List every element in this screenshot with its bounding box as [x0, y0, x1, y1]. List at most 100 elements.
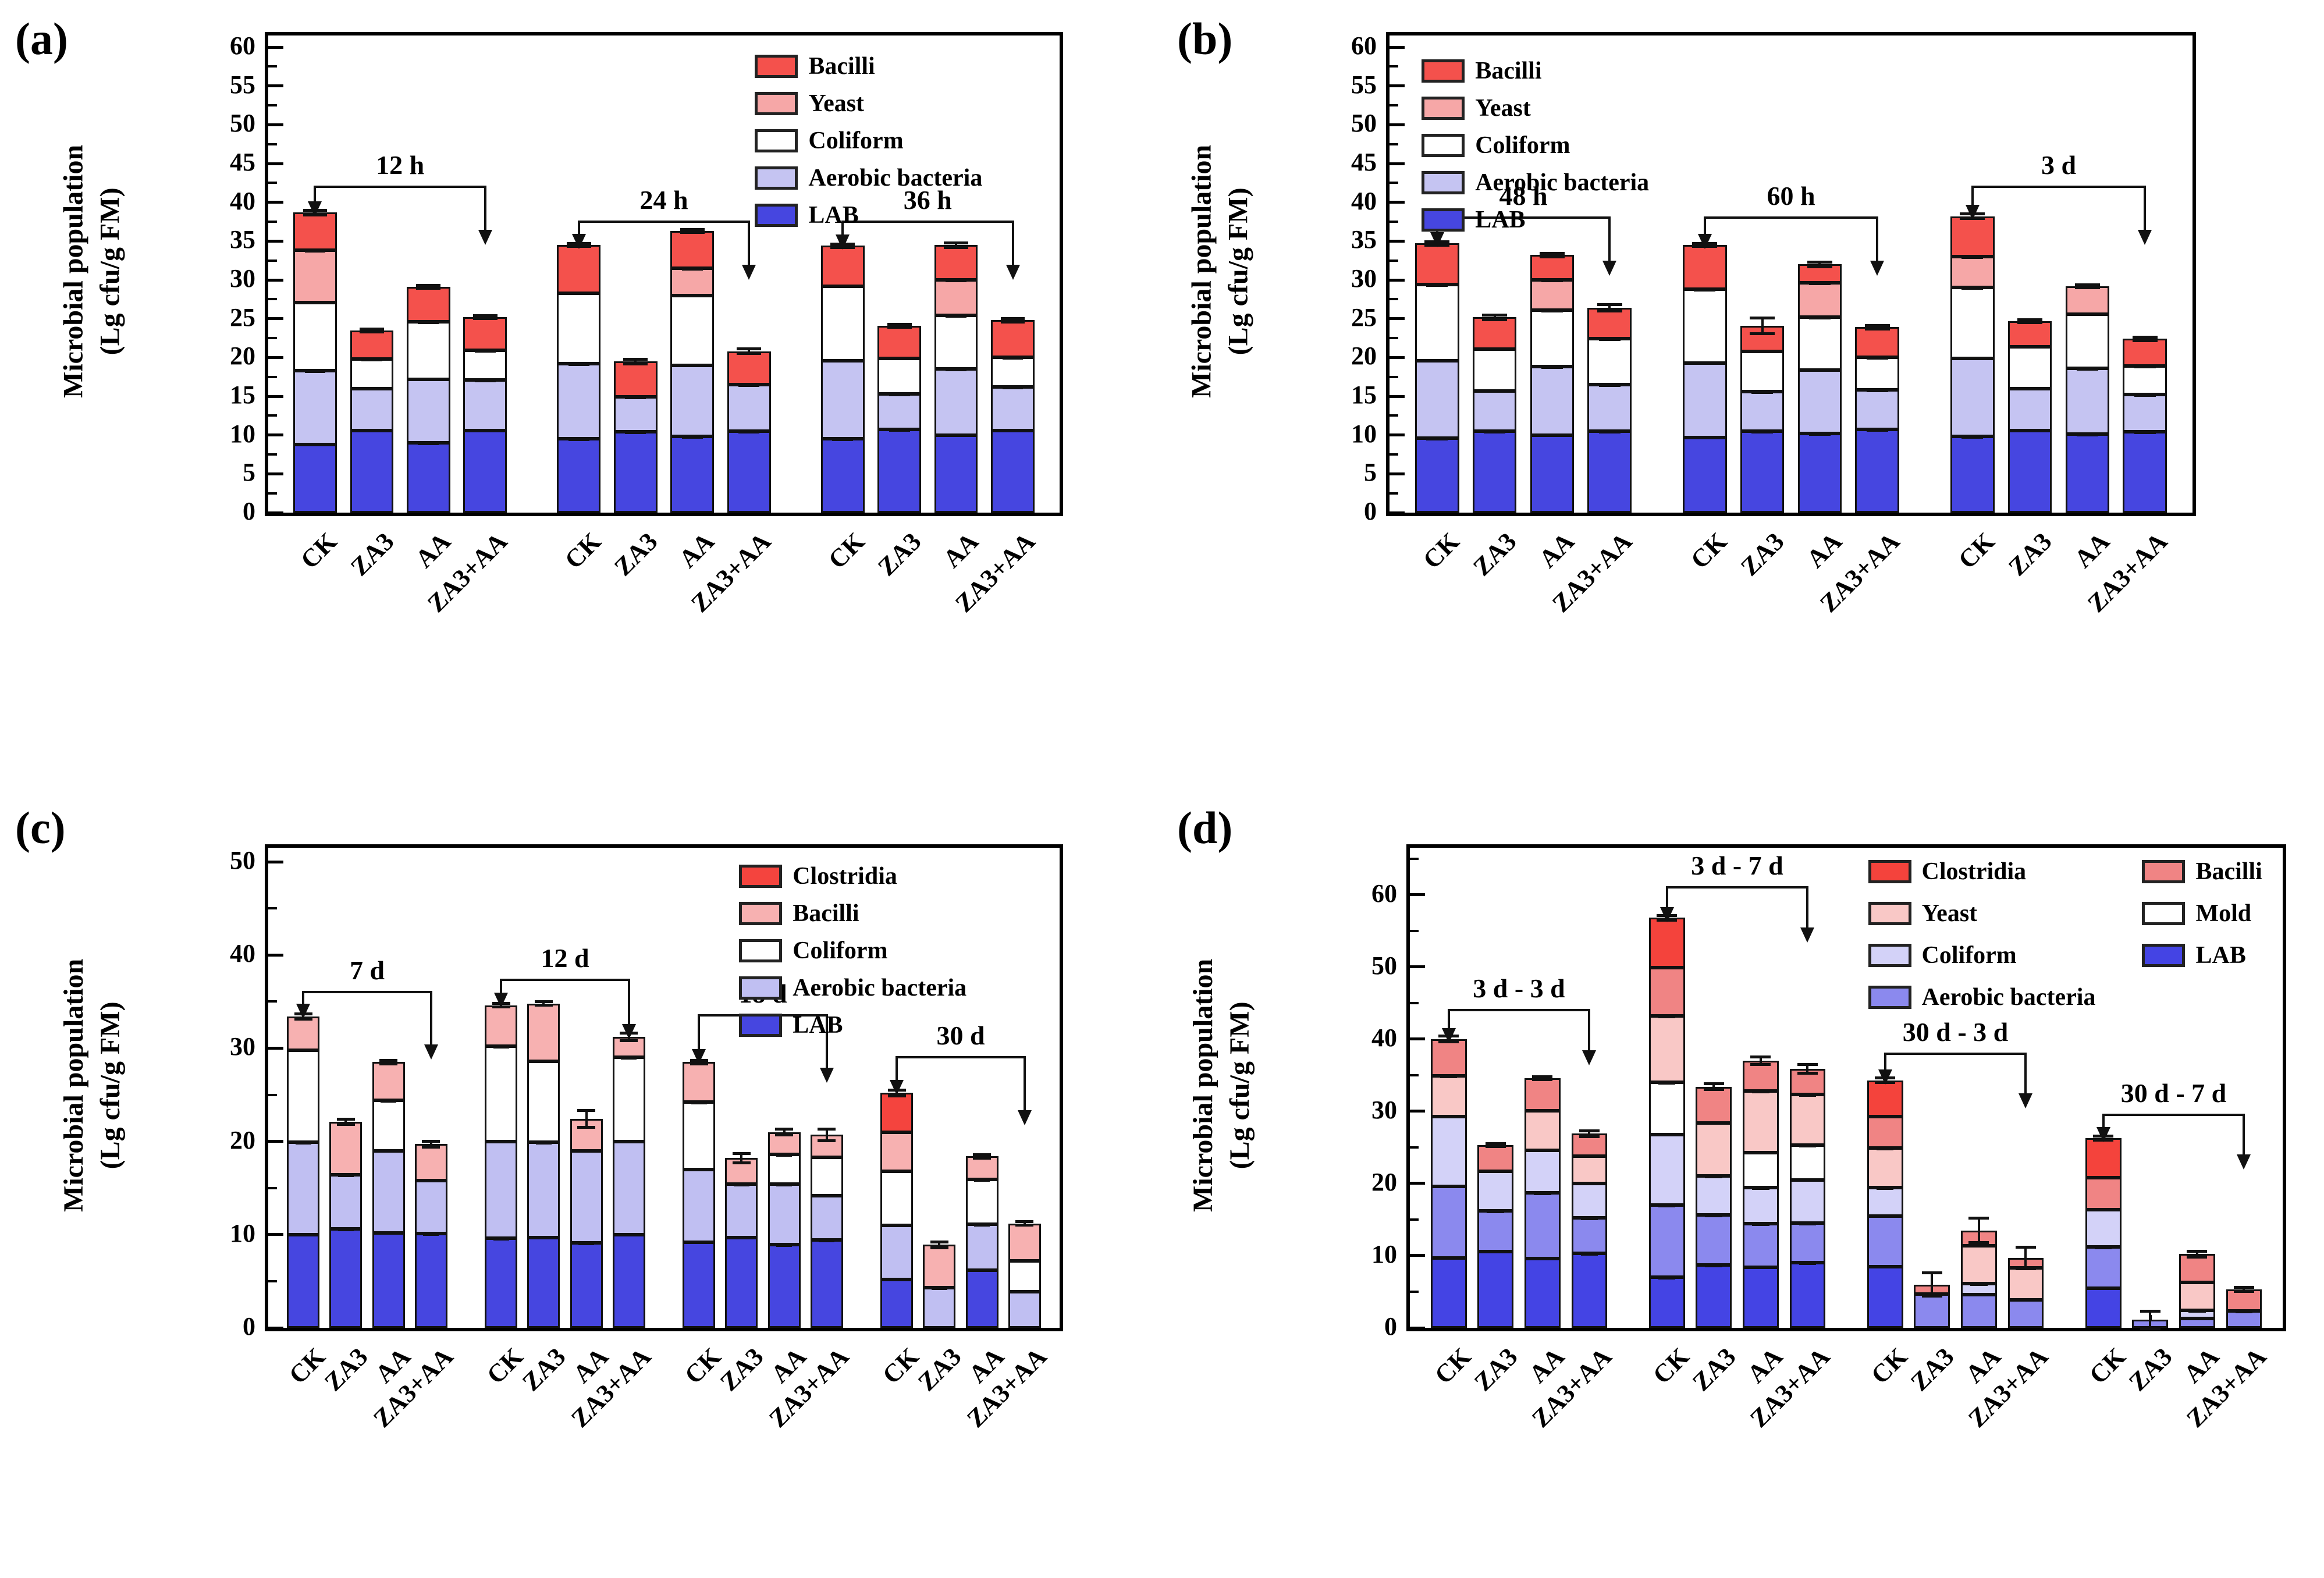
error-bar-cap — [2016, 1245, 2036, 1249]
bar-7d-ZA3+AA — [414, 1140, 447, 1328]
segment-boundary-mark — [1751, 429, 1773, 433]
segment-coliform — [1789, 1179, 1826, 1224]
segment-aerobic-bacteria — [329, 1175, 363, 1229]
segment-lab — [1472, 431, 1517, 513]
error-bar-line — [1608, 304, 1611, 311]
bar-3d-3d-ZA3+AA — [1571, 1129, 1608, 1328]
error-bar-cap — [2140, 1327, 2160, 1330]
error-bar-cap — [1015, 1224, 1034, 1227]
y-tick-label: 50 — [1371, 951, 1397, 980]
segment-boundary-mark — [423, 1178, 439, 1183]
segment-bacilli — [1587, 308, 1632, 339]
error-bar-cap — [1482, 318, 1507, 321]
time-bracket-arrow-line — [825, 1014, 828, 1071]
y-minor-tick — [268, 143, 277, 145]
segment-coliform — [463, 350, 507, 380]
segment-aerobic-bacteria — [527, 1142, 560, 1238]
bar-24h-CK — [557, 241, 601, 513]
y-tick-label: 20 — [1351, 342, 1377, 371]
segment-coliform — [810, 1157, 843, 1196]
segment-boundary-mark — [474, 378, 496, 382]
segment-yeast — [2007, 1268, 2044, 1300]
segment-aerobic-bacteria — [485, 1141, 518, 1239]
segment-bacilli — [1696, 1086, 1732, 1123]
error-bar-line — [1551, 253, 1554, 257]
x-tick-label: AA — [937, 527, 984, 574]
segment-aerobic-bacteria — [293, 371, 337, 445]
segment-boundary-mark — [1002, 355, 1024, 360]
segment-boundary-mark — [691, 1167, 707, 1172]
error-bar-cap — [1597, 309, 1622, 312]
arrow-down-icon — [2138, 230, 2152, 245]
segment-boundary-mark — [733, 1182, 749, 1186]
legend-item-clostridia: Clostridia — [739, 862, 966, 890]
y-minor-tick — [1390, 104, 1398, 106]
segment-lab — [1797, 433, 1842, 513]
time-bracket-arrow-line — [2243, 1114, 2245, 1157]
legend-label: Yeast — [1475, 94, 1531, 122]
segment-boundary-mark — [1876, 1146, 1894, 1150]
legend: Bacilli Yeast Coliform Aerobic bacteria LAB — [1422, 57, 1649, 234]
segment-aerobic-bacteria — [2226, 1311, 2262, 1328]
legend-swatch-coliform — [1422, 133, 1465, 157]
segment-aerobic-bacteria — [612, 1141, 645, 1235]
segment-boundary-mark — [1751, 1185, 1769, 1190]
legend-label: Aerobic bacteria — [1921, 983, 2096, 1011]
segment-boundary-mark — [681, 266, 703, 271]
segment-boundary-mark — [1487, 1169, 1505, 1174]
time-bracket-label: 30 d - 7 d — [2120, 1078, 2227, 1108]
segment-lab — [767, 1245, 801, 1328]
time-bracket-label: 12 d — [541, 943, 589, 973]
segment-boundary-mark — [304, 300, 326, 305]
y-minor-tick — [1390, 298, 1398, 301]
legend-item-lab: LAB — [739, 1011, 966, 1039]
segment-boundary-mark — [691, 1100, 707, 1104]
bar-30d-7d-CK — [2085, 1134, 2122, 1328]
error-bar-cap — [1968, 1241, 1989, 1245]
segment-lab — [1950, 436, 1995, 513]
legend-swatch-clostridia — [1868, 859, 1911, 883]
legend-label: Aerobic bacteria — [793, 974, 967, 1001]
y-axis-title-line1: Microbial population — [1187, 958, 1218, 1212]
arrow-down-icon — [1878, 1069, 1892, 1085]
error-bar-cap — [1532, 1075, 1553, 1078]
segment-lab — [557, 439, 601, 513]
y-tick-label: 55 — [230, 70, 255, 99]
error-bar-line — [980, 1154, 983, 1158]
segment-bacilli — [670, 231, 715, 268]
segment-bacilli — [350, 330, 394, 359]
error-bar-cap — [944, 241, 968, 244]
y-major-tick — [1410, 1037, 1425, 1041]
segment-boundary-mark — [337, 1172, 354, 1177]
segment-aerobic-bacteria — [1950, 358, 1995, 437]
segment-boundary-mark — [1487, 1249, 1505, 1253]
x-tick-label: CK — [1865, 1342, 1913, 1390]
legend: Clostridia Bacilli Yeast Mold Coliform LAB Aer… — [1868, 858, 2262, 1011]
segment-yeast — [1648, 1016, 1685, 1083]
legend-swatch-yeast — [1868, 901, 1911, 925]
legend-item-lab: LAB — [2142, 941, 2262, 969]
bar-48h-ZA3+AA — [1587, 303, 1632, 513]
time-bracket-arrow-line — [627, 979, 630, 1027]
segment-boundary-mark — [2188, 1316, 2206, 1321]
error-bar-cap — [416, 283, 441, 287]
segment-boundary-mark — [1970, 1281, 1988, 1286]
segment-aerobic-bacteria — [670, 365, 715, 437]
segment-boundary-mark — [568, 291, 589, 296]
time-bracket-arrow-line — [1023, 1056, 1026, 1113]
segment-boundary-mark — [974, 1222, 990, 1227]
bar-12h-ZA3+AA — [463, 314, 507, 513]
time-bracket — [2103, 1114, 2244, 1117]
bar-12d-CK — [485, 1002, 518, 1328]
error-bar-cap — [1579, 1135, 1600, 1138]
segment-aerobic-bacteria — [407, 379, 450, 443]
y-minor-tick — [1390, 182, 1398, 184]
error-bar-cap — [1968, 1216, 1989, 1220]
bar-48h-CK — [1415, 240, 1459, 513]
error-bar-cap — [1540, 252, 1565, 255]
y-minor-tick — [1390, 259, 1398, 262]
segment-aerobic-bacteria — [2007, 1299, 2044, 1328]
error-bar-cap — [2075, 283, 2100, 286]
y-major-tick — [1390, 123, 1405, 126]
segment-aerobic-bacteria — [2123, 394, 2167, 432]
